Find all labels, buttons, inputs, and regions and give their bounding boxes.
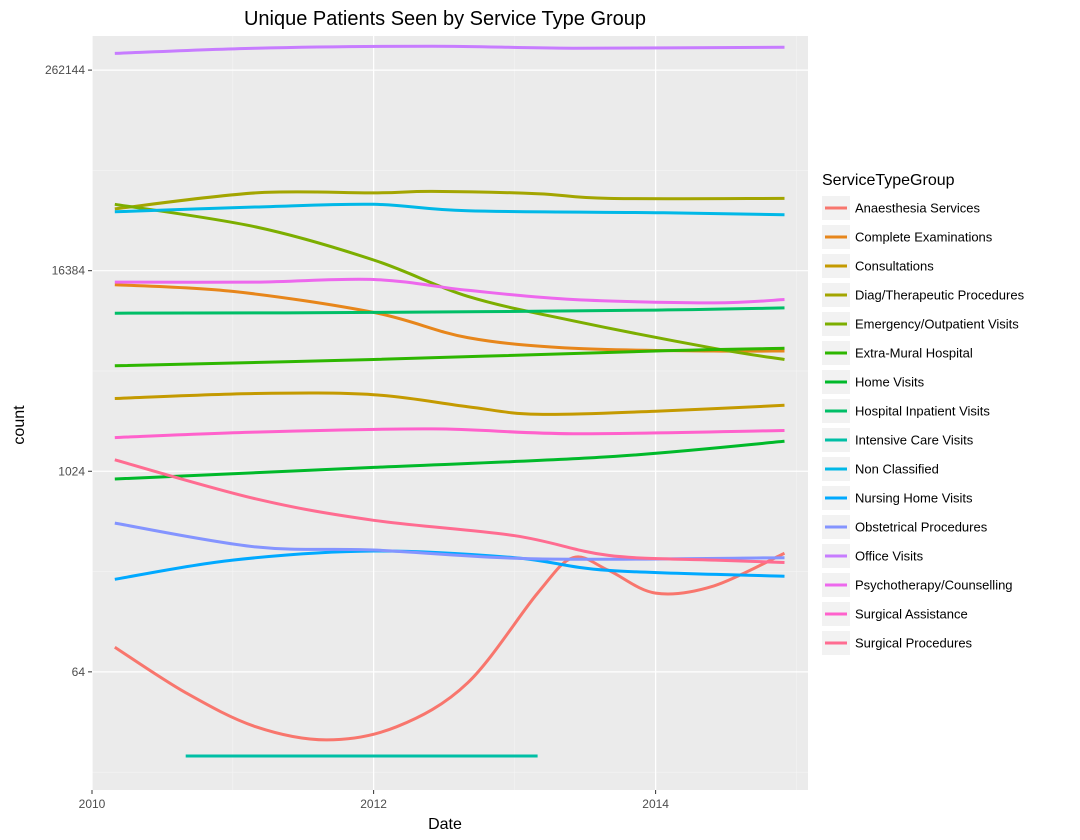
y-tick-label: 16384: [52, 264, 86, 278]
series-lines: [113, 44, 786, 758]
y-tick-label: 1024: [58, 464, 85, 478]
y-tick-label: 64: [72, 665, 86, 679]
legend-label-extra-mural-hospital: Extra-Mural Hospital: [855, 346, 973, 361]
legend-label-complete-examinations: Complete Examinations: [855, 230, 993, 245]
legend: ServiceTypeGroup Anaesthesia Services Com…: [822, 172, 1025, 655]
series-line-consultations: [114, 391, 785, 416]
legend-items: Anaesthesia Services Complete Examination…: [822, 196, 1025, 655]
legend-label-obstetrical-procedures: Obstetrical Procedures: [855, 520, 988, 535]
chart-title: Unique Patients Seen by Service Type Gro…: [244, 8, 646, 30]
series-line-home-visits: [114, 439, 785, 481]
x-axis-title: Date: [428, 816, 462, 833]
legend-label-nursing-home-visits: Nursing Home Visits: [855, 491, 973, 506]
legend-label-anaesthesia-services: Anaesthesia Services: [855, 201, 981, 216]
series-line-surgical-assistance: [114, 427, 785, 440]
y-axis-title: count: [11, 405, 28, 445]
legend-title: ServiceTypeGroup: [822, 172, 955, 189]
legend-label-non-classified: Non Classified: [855, 462, 939, 477]
legend-label-hospital-inpatient-visits: Hospital Inpatient Visits: [855, 404, 990, 419]
legend-label-diag-therapeutic-procedures: Diag/Therapeutic Procedures: [855, 288, 1025, 303]
minor-gridlines: [92, 36, 808, 790]
series-line-office-visits: [114, 44, 785, 55]
legend-label-home-visits: Home Visits: [855, 375, 925, 390]
series-line-anaesthesia-services: [113, 551, 786, 742]
legend-label-psychotherapy-counselling: Psychotherapy/Counselling: [855, 578, 1013, 593]
x-tick-label: 2012: [360, 797, 387, 811]
major-gridlines: [91, 36, 808, 790]
legend-label-consultations: Consultations: [855, 259, 934, 274]
legend-label-emergency-outpatient-visits: Emergency/Outpatient Visits: [855, 317, 1019, 332]
x-tick-label: 2010: [79, 797, 106, 811]
x-tick-label: 2014: [642, 797, 669, 811]
legend-label-surgical-procedures: Surgical Procedures: [855, 636, 973, 651]
axes: 2010 2012 2014 64 1024 16384 262144: [45, 63, 669, 811]
series-line-diag-therapeutic-procedures: [114, 189, 785, 211]
plot-panel: [92, 36, 808, 790]
series-line-non-classified: [114, 202, 785, 217]
series-line-emergency-outpatient-visits: [114, 202, 785, 361]
legend-label-surgical-assistance: Surgical Assistance: [855, 607, 968, 622]
legend-label-intensive-care-visits: Intensive Care Visits: [855, 433, 974, 448]
legend-label-office-visits: Office Visits: [855, 549, 924, 564]
series-line-psychotherapy-counselling: [114, 277, 785, 305]
y-tick-label: 262144: [45, 63, 85, 77]
series-line-surgical-procedures: [114, 458, 785, 564]
series-line-nursing-home-visits: [114, 549, 785, 581]
series-line-extra-mural-hospital: [114, 346, 785, 368]
series-line-hospital-inpatient-visits: [114, 306, 785, 315]
